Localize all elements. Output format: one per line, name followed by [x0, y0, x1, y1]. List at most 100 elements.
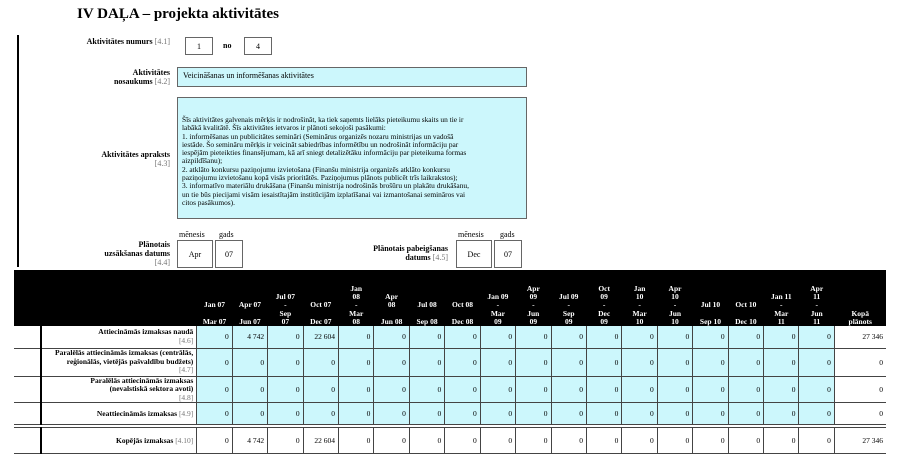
value-cell[interactable]: 0: [373, 348, 410, 377]
value-cell[interactable]: 0: [550, 326, 587, 349]
total-header: Kopā plānots: [834, 270, 886, 326]
row-total-cell: 0: [833, 348, 886, 377]
value-cell[interactable]: 0: [479, 402, 516, 426]
value-cell: 0: [550, 427, 587, 454]
value-cell[interactable]: 0: [267, 376, 304, 404]
period-header-line: 10: [671, 292, 679, 301]
value-cell[interactable]: 0: [231, 402, 268, 426]
activity-number-label: Aktivitātes numurs [4.1]: [86, 37, 170, 46]
value-cell[interactable]: 4 742: [231, 326, 268, 349]
value-cell[interactable]: 0: [196, 376, 233, 404]
value-cell[interactable]: 0: [373, 326, 410, 349]
end-month-field[interactable]: Dec: [456, 240, 492, 268]
value-cell[interactable]: 0: [479, 376, 516, 404]
value-cell: 0: [408, 427, 445, 454]
value-cell[interactable]: 0: [621, 326, 658, 349]
value-cell[interactable]: 0: [196, 326, 233, 349]
value-cell[interactable]: 0: [408, 348, 445, 377]
value-cell[interactable]: 0: [231, 376, 268, 404]
period-header-line: Jun 08: [380, 316, 403, 326]
period-header-line: Jun: [810, 308, 823, 318]
activity-name-field[interactable]: Veicināšanas un informēšanas aktivitātes: [177, 67, 527, 87]
value-cell[interactable]: 0: [621, 376, 658, 404]
value-cell[interactable]: 0: [337, 326, 374, 349]
value-cell[interactable]: 0: [621, 348, 658, 377]
value-cell[interactable]: 0: [656, 376, 693, 404]
value-cell[interactable]: 0: [585, 326, 622, 349]
activity-name-label: Aktivitātes nosaukums [4.2]: [113, 68, 170, 87]
value-cell[interactable]: 0: [621, 402, 658, 426]
value-cell[interactable]: 0: [656, 326, 693, 349]
value-cell[interactable]: 0: [585, 376, 622, 404]
value-cell[interactable]: 0: [798, 376, 835, 404]
value-cell[interactable]: 0: [727, 326, 764, 349]
activity-number-field[interactable]: 1: [185, 37, 213, 55]
period-header-line: -: [638, 300, 641, 310]
activity-total-field[interactable]: 4: [244, 37, 272, 55]
value-cell[interactable]: 0: [727, 376, 764, 404]
value-cell[interactable]: 0: [656, 348, 693, 377]
value-cell[interactable]: 0: [550, 348, 587, 377]
value-cell[interactable]: 0: [763, 348, 799, 377]
value-cell[interactable]: 0: [585, 402, 622, 426]
value-cell[interactable]: 0: [798, 402, 835, 426]
activity-description-field[interactable]: Šīs aktivitātes galvenais mērķis ir nodr…: [177, 97, 527, 219]
value-cell[interactable]: 0: [267, 402, 304, 426]
row-total-cell: 0: [833, 402, 886, 426]
start-month-field[interactable]: Apr: [177, 240, 213, 268]
value-cell[interactable]: 0: [515, 376, 552, 404]
value-cell[interactable]: 0: [763, 326, 799, 349]
period-header-line: Jun: [527, 308, 540, 318]
value-cell[interactable]: 0: [267, 348, 304, 377]
end-year-field[interactable]: 07: [494, 240, 522, 268]
period-header-line: Mar 07: [202, 316, 227, 326]
value-cell[interactable]: 0: [267, 326, 304, 349]
value-cell[interactable]: 0: [231, 348, 268, 377]
value-cell[interactable]: 0: [408, 402, 445, 426]
value-cell[interactable]: 0: [337, 376, 374, 404]
value-cell[interactable]: 0: [798, 326, 835, 349]
period-header-line: 08: [352, 292, 360, 301]
value-cell[interactable]: 0: [798, 348, 835, 377]
description-line: aizpildīšanu);: [182, 156, 223, 166]
value-cell[interactable]: 0: [373, 376, 410, 404]
value-cell[interactable]: 0: [585, 348, 622, 377]
value-cell[interactable]: 0: [302, 348, 339, 377]
value-cell[interactable]: 0: [763, 376, 799, 404]
value-cell[interactable]: 0: [302, 402, 339, 426]
value-cell[interactable]: 0: [444, 376, 481, 404]
period-header: Jul 10 Sep 10: [692, 270, 729, 326]
value-cell[interactable]: 22 604: [302, 326, 339, 349]
value-cell[interactable]: 0: [656, 402, 693, 426]
value-cell[interactable]: 0: [692, 326, 729, 349]
value-cell[interactable]: 0: [408, 376, 445, 404]
end-year-caption: gads: [500, 230, 515, 239]
value-cell[interactable]: 0: [408, 326, 445, 349]
value-cell[interactable]: 0: [515, 348, 552, 377]
value-cell[interactable]: 0: [337, 402, 374, 426]
period-header-line: Oct: [598, 283, 610, 293]
value-cell[interactable]: 0: [515, 326, 552, 349]
value-cell[interactable]: 0: [302, 376, 339, 404]
value-cell[interactable]: 0: [692, 348, 729, 377]
value-cell[interactable]: 0: [444, 348, 481, 377]
value-cell[interactable]: 0: [692, 402, 729, 426]
value-cell[interactable]: 0: [479, 348, 516, 377]
value-cell[interactable]: 0: [444, 402, 481, 426]
value-cell[interactable]: 0: [763, 402, 799, 426]
value-cell[interactable]: 0: [727, 348, 764, 377]
value-cell[interactable]: 0: [692, 376, 729, 404]
value-cell: 0: [444, 427, 481, 454]
start-year-caption: gads: [219, 230, 234, 239]
value-cell[interactable]: 0: [550, 376, 587, 404]
value-cell[interactable]: 0: [727, 402, 764, 426]
value-cell[interactable]: 0: [196, 348, 233, 377]
start-year-field[interactable]: 07: [215, 240, 243, 268]
value-cell[interactable]: 0: [550, 402, 587, 426]
value-cell[interactable]: 0: [444, 326, 481, 349]
value-cell[interactable]: 0: [373, 402, 410, 426]
value-cell[interactable]: 0: [196, 402, 233, 426]
value-cell[interactable]: 0: [479, 326, 516, 349]
value-cell[interactable]: 0: [515, 402, 552, 426]
value-cell[interactable]: 0: [337, 348, 374, 377]
